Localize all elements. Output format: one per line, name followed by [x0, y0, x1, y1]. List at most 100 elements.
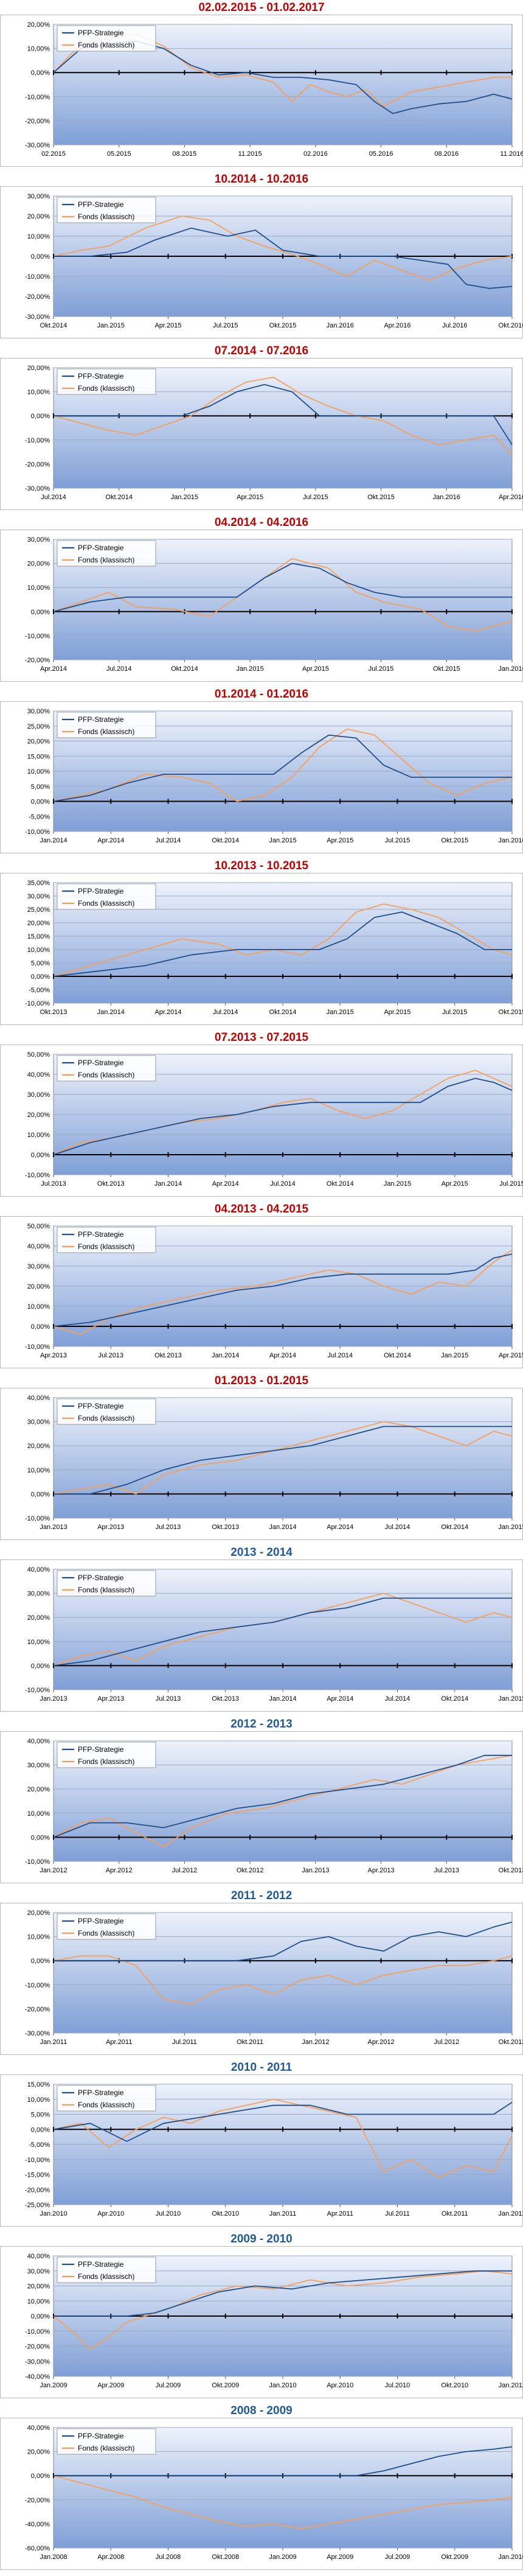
y-tick-label: 20,00%: [27, 738, 50, 746]
x-tick-label: Jul.2014: [106, 665, 132, 673]
y-tick-label: -10,00%: [25, 2157, 50, 2164]
y-tick-label: 0,00%: [31, 2126, 50, 2133]
x-tick-label: Jan.2015: [327, 1009, 354, 1016]
y-tick-label: -30,00%: [25, 2358, 50, 2365]
legend-label-fund: Fonds (klassisch): [78, 384, 134, 393]
legend-label-strategy: PFP-Strategie: [78, 2260, 124, 2269]
y-tick-label: 0,00%: [31, 1152, 50, 1159]
chart-svg: 35,00% 30,00% 25,00% 20,00% 15,00% 10,00% 5,00…: [0, 873, 523, 1025]
y-tick-label: 50,00%: [27, 1051, 50, 1059]
series-line-strategy: [53, 1754, 512, 1838]
y-tick-label: 5,00%: [31, 2112, 50, 2119]
x-tick-label: Jan.2015: [237, 665, 264, 673]
series-line-strategy: [54, 1921, 513, 1962]
legend-label-strategy: PFP-Strategie: [78, 200, 124, 209]
x-tick-label: Jan.2010: [498, 2553, 523, 2561]
chart-svg: 20,00% 10,00% 0,00% -10,00% -20,00% -30,00% Ja…: [0, 1903, 523, 2055]
y-tick-label: 30,00%: [27, 193, 50, 200]
chart-title: 2009 - 2010: [230, 2233, 293, 2245]
y-tick-label: 40,00%: [27, 1395, 50, 1402]
legend-label-strategy: PFP-Strategie: [78, 1402, 124, 1410]
chart-panel: 2010 - 2011 15,00% 10,00% 5,00% 0,00% -5,00% -…: [0, 2060, 523, 2231]
legend-box: [57, 1913, 156, 1940]
legend-label-fund: Fonds (klassisch): [78, 2272, 134, 2281]
x-tick-label: Okt.2013: [154, 1352, 182, 1359]
y-tick-label: 30,00%: [27, 1762, 50, 1769]
x-tick-label: Okt.2015: [269, 322, 297, 329]
x-tick-label: Jul.2012: [172, 1867, 198, 1874]
x-tick-label: Apr.2013: [97, 1524, 124, 1531]
x-tick-label: Apr.2015: [442, 1180, 468, 1188]
y-tick-label: 0,00%: [31, 1834, 50, 1841]
x-tick-label: Jan.2009: [269, 2553, 296, 2561]
series-line-strategy: [54, 383, 513, 446]
legend-box: [57, 883, 156, 910]
legend-label-fund: Fonds (klassisch): [78, 556, 134, 564]
x-tick-label: Apr.2014: [269, 1352, 296, 1359]
x-tick-label: 02.2015: [41, 150, 66, 158]
chart-svg: 15,00% 10,00% 5,00% 0,00% -5,00% -10,00% -15,0…: [0, 2074, 523, 2227]
y-tick-label: 40,00%: [27, 1566, 50, 1573]
legend-label-strategy: PFP-Strategie: [78, 29, 124, 37]
x-tick-label: Okt.2014: [212, 837, 239, 844]
legend-label-strategy: PFP-Strategie: [78, 2432, 124, 2440]
y-tick-label: -20,00%: [25, 657, 50, 664]
x-tick-label: Jul.2015: [442, 1009, 468, 1016]
x-tick-label: 11.2016: [500, 150, 523, 158]
legend-label-strategy: PFP-Strategie: [78, 1059, 124, 1067]
legend-label-fund: Fonds (klassisch): [78, 1242, 134, 1251]
x-tick-label: Jul.2011: [172, 2039, 197, 2046]
x-tick-label: Okt.2013: [97, 1180, 125, 1188]
y-tick-label: 10,00%: [27, 1132, 50, 1139]
series-line-fund: [53, 1421, 513, 1495]
x-tick-label: 02.2016: [303, 150, 328, 158]
y-tick-label: 30,00%: [27, 708, 50, 715]
x-tick-label: Apr.2014: [97, 837, 124, 844]
chart-panel: 01.2014 - 01.2016 30,00% 25,00% 20,00% 15,00…: [0, 687, 523, 858]
x-tick-label: Jan.2013: [40, 1695, 67, 1703]
chart-svg: 30,00% 20,00% 10,00% 0,00% -10,00% -20,00% -30…: [0, 186, 523, 338]
x-tick-label: Jul.2016: [442, 322, 468, 329]
x-tick-label: Apr.2011: [106, 2039, 132, 2046]
legend-label-fund: Fonds (klassisch): [78, 1929, 134, 1937]
series-line-strategy: [54, 2446, 513, 2477]
x-tick-label: 08.2016: [434, 150, 459, 158]
x-tick-label: Apr.2010: [97, 2210, 124, 2217]
chart-svg: 40,00%30,00%20,00%10,00%0,00%-10,00%Jan.…: [0, 1559, 523, 1712]
series-line-strategy: [54, 1426, 512, 1495]
x-tick-label: Jan.2012: [498, 2210, 523, 2217]
x-tick-label: Jul.2011: [385, 2210, 410, 2217]
chart-title: 2011 - 2012: [230, 1889, 293, 1902]
y-tick-label: 10,00%: [27, 584, 50, 592]
legend-label-fund: Fonds (klassisch): [78, 1757, 134, 1766]
series-line-strategy: [54, 227, 513, 289]
series-line-fund: [53, 728, 513, 802]
x-tick-label: Jul.2013: [156, 1524, 181, 1531]
chart-panel: 04.2014 - 04.2016 30,00% 20,00% 10,00% 0,00%…: [0, 515, 523, 687]
legend-label-strategy: PFP-Strategie: [78, 544, 124, 552]
chart-svg: 40,00%20,00%0,00%-20,00%-40,00%-60,00%Ja…: [0, 2418, 523, 2570]
x-tick-label: Jan.2014: [269, 1695, 296, 1703]
legend-label-strategy: PFP-Strategie: [78, 1745, 124, 1754]
legend-box: [57, 197, 156, 223]
x-tick-label: Jan.2015: [269, 837, 296, 844]
y-tick-label: 10,00%: [27, 2298, 50, 2305]
y-tick-label: 30,00%: [27, 1263, 50, 1270]
y-tick-label: 30,00%: [27, 1591, 50, 1598]
x-tick-label: Apr.2014: [212, 1180, 239, 1188]
chart-title: 04.2014 - 04.2016: [214, 516, 309, 529]
chart-title: 01.2014 - 01.2016: [214, 688, 309, 701]
y-tick-label: -10,00%: [25, 1982, 50, 1989]
series-line-fund: [53, 376, 513, 455]
legend-label-strategy: PFP-Strategie: [78, 1917, 124, 1925]
x-tick-label: 08.2015: [173, 150, 197, 158]
y-tick-label: -40,00%: [25, 2521, 50, 2528]
y-tick-label: 20,00%: [27, 2449, 50, 2456]
x-tick-label: Jul.2010: [156, 2210, 181, 2217]
series-line-fund: [53, 903, 513, 977]
legend-label-fund: Fonds (klassisch): [78, 2101, 134, 2109]
x-tick-label: Jul.2013: [98, 1352, 123, 1359]
x-tick-label: Jan.2016: [498, 837, 523, 844]
x-tick-label: Apr.2008: [97, 2553, 124, 2561]
